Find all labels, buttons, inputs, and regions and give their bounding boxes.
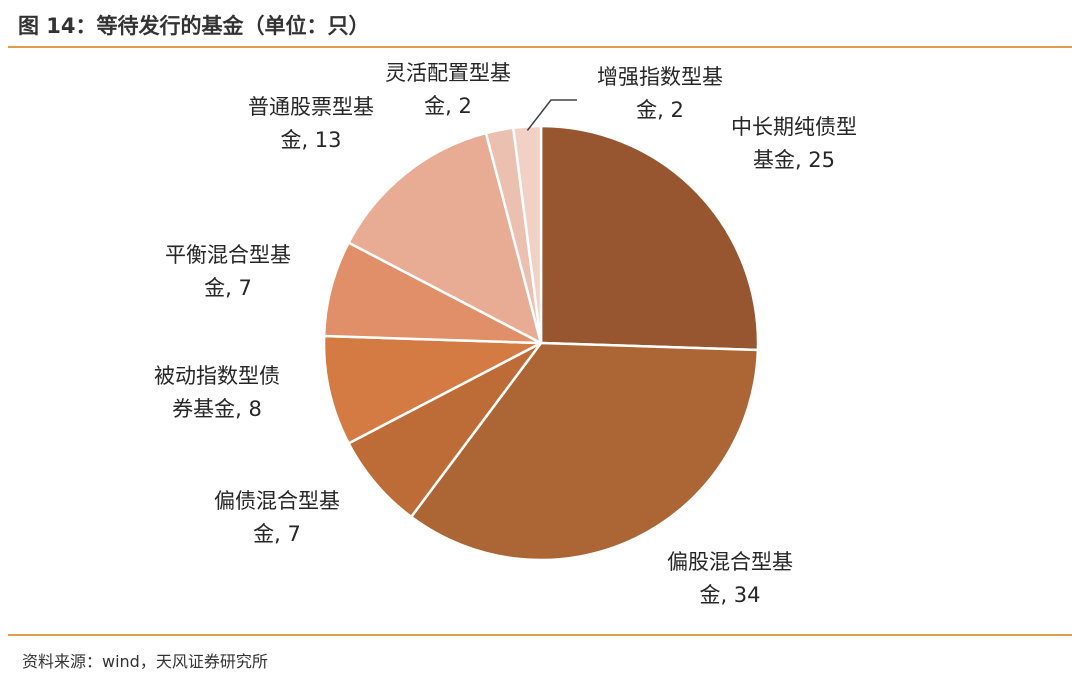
figure-source: 资料来源：wind，天风证券研究所 bbox=[22, 652, 268, 671]
slice-label-line: 普通股票型基 bbox=[248, 95, 374, 119]
top-rule bbox=[8, 46, 1072, 48]
slice-label: 普通股票型基金, 13 bbox=[248, 95, 374, 152]
figure-title: 图 14：等待发行的基金（单位：只） bbox=[18, 14, 370, 38]
pie-slice bbox=[347, 131, 543, 345]
slice-label: 偏债混合型基金, 7 bbox=[214, 489, 340, 546]
pie-slice bbox=[512, 124, 543, 345]
slice-label-line: 偏债混合型基 bbox=[214, 489, 340, 513]
slice-label-line: 被动指数型债 bbox=[154, 364, 280, 388]
slice-label: 偏股混合型基金, 34 bbox=[667, 550, 793, 607]
slice-label-line: 偏股混合型基 bbox=[667, 550, 793, 574]
slice-label: 被动指数型债券基金, 8 bbox=[154, 364, 280, 421]
slice-label-line: 增强指数型基 bbox=[597, 65, 723, 89]
slice-label: 中长期纯债型基金, 25 bbox=[731, 115, 857, 172]
slice-label-line: 基金, 25 bbox=[753, 148, 835, 172]
slice-label-line: 金, 2 bbox=[636, 98, 684, 122]
slice-label-line: 金, 7 bbox=[253, 522, 301, 546]
pie-slice bbox=[409, 341, 760, 562]
pie-slice bbox=[322, 334, 543, 445]
slice-label-line: 灵活配置型基 bbox=[385, 61, 511, 85]
slice-label: 增强指数型基金, 2 bbox=[597, 65, 723, 122]
slice-label: 灵活配置型基金, 2 bbox=[385, 61, 511, 118]
bottom-rule bbox=[8, 634, 1072, 636]
slice-label-line: 金, 7 bbox=[204, 276, 252, 300]
slice-label-line: 券基金, 8 bbox=[172, 397, 262, 421]
leader-line bbox=[526, 99, 577, 131]
slice-label-line: 平衡混合型基 bbox=[165, 243, 291, 267]
slice-label-line: 金, 13 bbox=[280, 128, 341, 152]
slice-label-line: 中长期纯债型 bbox=[731, 115, 857, 139]
slice-label: 平衡混合型基金, 7 bbox=[165, 243, 291, 300]
pie-slice bbox=[539, 124, 760, 352]
slice-label-line: 金, 2 bbox=[424, 94, 472, 118]
slice-label-line: 金, 34 bbox=[699, 583, 760, 607]
